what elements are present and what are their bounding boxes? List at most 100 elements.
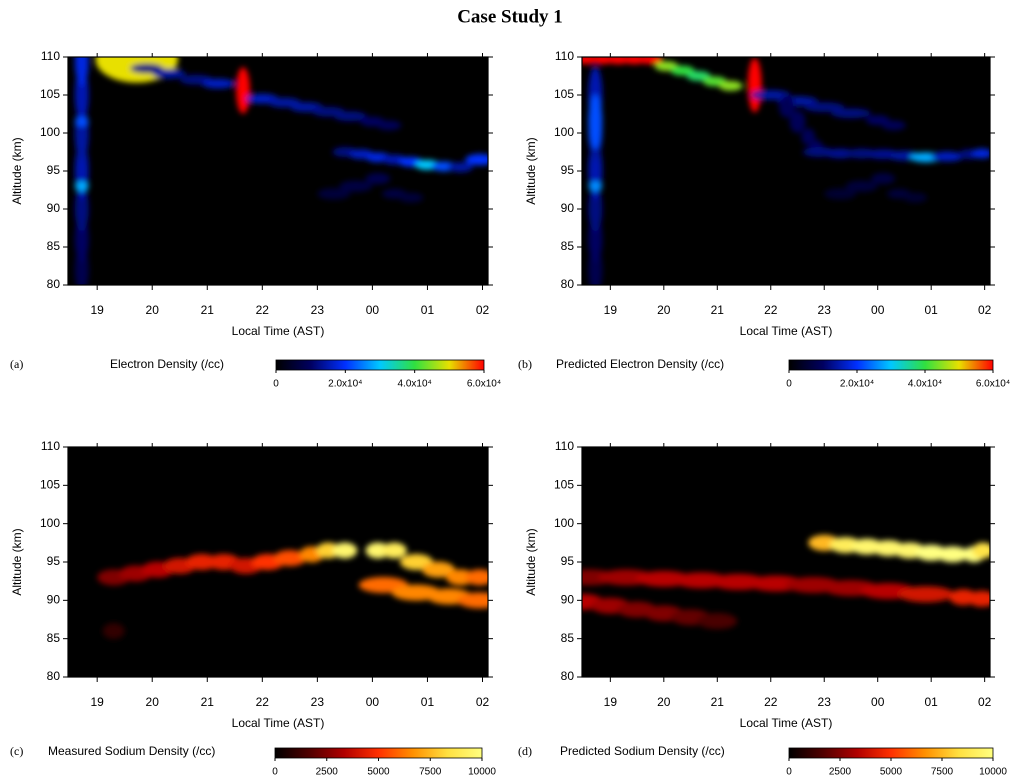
density-cell [750,90,791,100]
density-cell [747,57,762,113]
colorbar-tick-label: 5000 [367,767,390,778]
colorbar-label: Predicted Sodium Density (/cc) [560,744,725,758]
density-cell [74,181,89,192]
y-tick-label: 105 [554,87,574,101]
colorbar-label: Electron Density (/cc) [110,357,224,371]
y-tick-label: 105 [40,87,60,101]
x-tick-label: 01 [421,303,435,317]
density-cell [273,550,307,567]
density-cell [457,592,488,609]
density-cell [365,172,391,185]
density-cell [789,110,806,133]
y-tick-label: 105 [554,478,574,492]
y-tick-label: 100 [554,125,574,139]
x-tick-label: 19 [90,695,104,709]
x-tick-label: 00 [871,303,885,317]
density-cell [201,78,235,89]
colorbar-tick-label: 2.0x10⁴ [840,379,874,390]
plot-background [68,57,488,285]
x-tick-label: 00 [366,303,380,317]
y-tick-label: 95 [561,554,575,568]
density-cell [697,613,738,630]
colorbar-tick-label: 10000 [468,767,496,778]
density-cell [332,542,358,559]
density-cell [638,57,663,65]
x-axis-label: Local Time (AST) [232,324,325,338]
x-tick-label: 20 [146,695,160,709]
x-tick-label: 20 [146,303,160,317]
y-tick-label: 90 [561,201,575,215]
density-cell [74,186,89,232]
panel-label: (d) [518,744,532,758]
x-tick-label: 01 [924,695,938,709]
plot-background [582,57,990,285]
density-cell [804,102,845,113]
x-tick-label: 23 [818,303,832,317]
x-tick-label: 22 [256,695,270,709]
x-tick-label: 20 [657,695,671,709]
x-tick-label: 22 [256,303,270,317]
x-tick-label: 19 [90,303,104,317]
x-tick-label: 23 [311,303,325,317]
colorbar-tick-label: 7500 [931,767,954,778]
density-cell [897,586,954,603]
y-axis-label: Altitude (km) [10,137,24,204]
y-tick-label: 100 [40,125,60,139]
density-cell [871,172,896,185]
y-tick-label: 105 [40,478,60,492]
density-cell [824,188,857,200]
colorbar [788,359,994,371]
colorbar [788,747,994,759]
colorbar-tick-label: 0 [786,379,792,390]
density-cell [778,95,795,118]
y-tick-label: 95 [47,163,61,177]
y-tick-label: 85 [47,239,61,253]
x-tick-label: 21 [711,303,725,317]
y-tick-label: 95 [47,554,61,568]
colorbar-label: Measured Sodium Density (/cc) [48,744,215,758]
colorbar-label: Predicted Electron Density (/cc) [556,357,724,371]
y-tick-label: 85 [47,631,61,645]
y-tick-label: 80 [47,669,61,683]
density-cell [382,542,407,559]
colorbar [275,359,485,371]
y-tick-label: 90 [47,201,61,215]
y-tick-label: 110 [41,439,60,453]
density-cell [936,546,969,563]
density-cell [74,116,89,127]
colorbar [274,747,483,759]
y-axis-label: Altitude (km) [524,528,538,595]
x-tick-label: 21 [201,695,215,709]
density-cell [903,192,928,203]
density-cell [376,120,402,131]
density-cell [236,67,251,114]
density-cell [588,94,603,149]
density-cell [971,148,990,159]
x-tick-label: 01 [421,695,435,709]
x-tick-label: 02 [978,303,992,317]
heatmap-field [97,542,488,639]
density-cell [686,71,711,81]
density-cell [74,57,89,87]
heatmap-field [582,57,990,285]
density-cell [448,162,473,173]
colorbar-tick-label: 2.0x10⁴ [328,379,362,390]
colorbar-tick-label: 7500 [419,767,442,778]
y-tick-label: 90 [47,593,61,607]
x-tick-label: 19 [604,695,618,709]
x-tick-label: 00 [871,695,885,709]
x-tick-label: 02 [978,695,992,709]
heatmap-field [74,57,488,285]
density-cell [830,108,872,119]
y-axis-label: Altitude (km) [10,528,24,595]
heatmap-field [582,534,990,630]
y-tick-label: 85 [561,239,575,253]
density-cell [102,623,125,639]
density-cell [130,63,164,74]
plot-background [582,447,990,677]
colorbar-tick-label: 10000 [979,767,1007,778]
x-tick-label: 23 [311,695,325,709]
colorbar-tick-label: 0 [273,379,279,390]
density-cell [865,115,890,126]
x-axis-label: Local Time (AST) [232,716,325,730]
